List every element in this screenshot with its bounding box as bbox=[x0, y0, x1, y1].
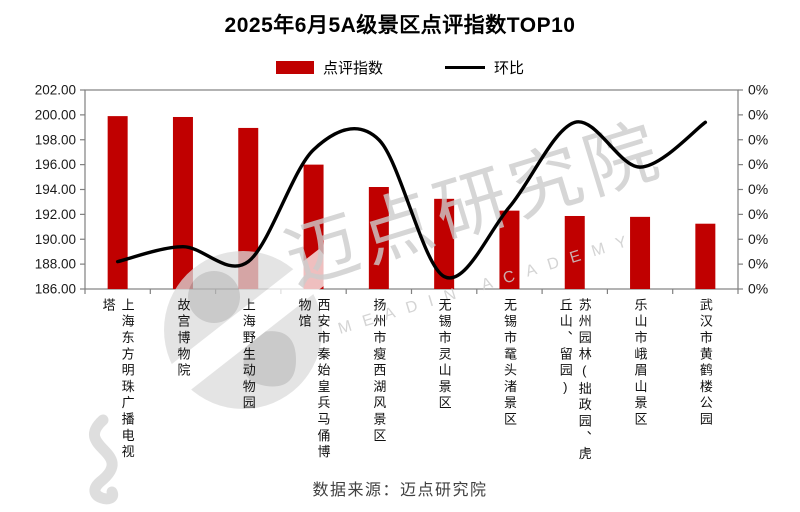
left-axis-tick-label: 190.00 bbox=[35, 232, 76, 247]
x-axis-category-label: 无锡市鼋头渚景区 bbox=[501, 298, 517, 429]
watermark-flourish bbox=[89, 414, 119, 505]
line-series-swatch bbox=[445, 66, 485, 69]
left-axis-tick-label: 188.00 bbox=[35, 257, 76, 272]
right-axis-tick-label: 0% bbox=[748, 231, 768, 247]
x-axis-category-label: 上海东方明珠广播电视塔 bbox=[100, 298, 135, 461]
x-axis-category-label: 西安市秦始皇兵马俑博物馆 bbox=[296, 298, 331, 461]
right-axis-tick-label: 0% bbox=[748, 82, 768, 98]
line-series bbox=[115, 120, 708, 280]
left-axis-tick-label: 200.00 bbox=[35, 107, 76, 122]
bar bbox=[172, 116, 193, 289]
right-axis-tick-label: 0% bbox=[748, 256, 768, 272]
x-axis-category-label: 无锡市灵山景区 bbox=[436, 298, 452, 413]
legend-bar-label: 点评指数 bbox=[322, 60, 383, 77]
data-source-note: 数据来源：迈点研究院 bbox=[312, 482, 488, 499]
right-axis-tick-label: 0% bbox=[748, 206, 768, 222]
right-axis-tick-label: 0% bbox=[748, 181, 768, 197]
legend-item-line: 环比 bbox=[445, 57, 524, 78]
x-axis-category-label: 乐山市峨眉山景区 bbox=[632, 298, 648, 429]
left-axis-tick-label: 198.00 bbox=[35, 132, 76, 147]
chart-title: 2025年6月5A级景区点评指数TOP10 bbox=[224, 14, 576, 37]
x-axis-category-label: 苏州园林(拙政园、虎丘山、留园) bbox=[557, 298, 592, 463]
right-axis-tick-label: 0% bbox=[748, 131, 768, 147]
bar bbox=[499, 210, 520, 289]
chart-legend: 点评指数 环比 bbox=[0, 57, 800, 78]
y-axes: 202.00 0% 200.00 0% 198.00 0% 196.00 0% 194.00 0%… bbox=[35, 82, 769, 297]
bar bbox=[630, 216, 651, 289]
left-axis-tick-label: 192.00 bbox=[35, 207, 76, 222]
right-axis-tick-label: 0% bbox=[748, 281, 768, 297]
right-axis-tick-label: 0% bbox=[748, 156, 768, 172]
bar bbox=[434, 198, 455, 289]
left-axis-tick-label: 202.00 bbox=[35, 83, 76, 98]
left-axis-tick-label: 196.00 bbox=[35, 157, 76, 172]
legend-item-bar: 点评指数 bbox=[275, 57, 383, 78]
bar bbox=[368, 187, 389, 289]
bar bbox=[238, 127, 259, 289]
legend-line-label: 环比 bbox=[494, 60, 525, 77]
watermark-text: 迈点研究院 bbox=[276, 110, 672, 301]
bar bbox=[564, 215, 585, 289]
left-axis-tick-label: 186.00 bbox=[35, 282, 76, 297]
bar bbox=[695, 223, 716, 289]
right-axis-tick-label: 0% bbox=[748, 106, 768, 122]
left-axis-tick-label: 194.00 bbox=[35, 182, 76, 197]
x-axis-category-label: 扬州市瘦西湖风景区 bbox=[371, 298, 387, 445]
bar-series-swatch bbox=[275, 61, 314, 74]
x-axis-category-label: 故宫博物院 bbox=[175, 298, 191, 380]
watermark-logo-icon bbox=[145, 248, 339, 410]
x-axis-category-label: 武汉市黄鹤楼公园 bbox=[697, 298, 713, 429]
bar bbox=[107, 116, 128, 290]
x-axis-category-label: 上海野生动物园 bbox=[240, 298, 256, 413]
